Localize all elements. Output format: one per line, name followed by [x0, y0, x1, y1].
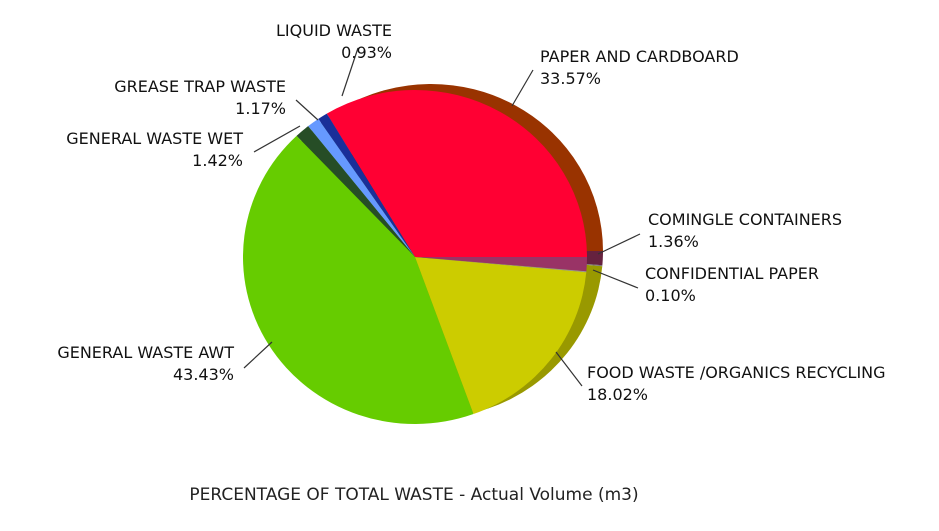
slice-label: FOOD WASTE /ORGANICS RECYCLING [587, 363, 886, 382]
pie-slice [242, 135, 474, 425]
leader-line [341, 47, 359, 97]
pie-slices [242, 90, 587, 425]
leader-line [253, 125, 301, 153]
slice-label: PAPER AND CARDBOARD [540, 47, 739, 66]
leader-line [555, 351, 583, 387]
pie-slice [415, 257, 587, 415]
slice-value-label: 1.42% [192, 151, 243, 170]
slice-value-label: 0.93% [341, 43, 392, 62]
slice-value-label: 18.02% [587, 385, 648, 404]
chart-title: PERCENTAGE OF TOTAL WASTE - Actual Volum… [189, 485, 638, 505]
pie-slice [308, 118, 415, 258]
pie-slice [326, 90, 587, 258]
slice-label: COMINGLE CONTAINERS [648, 210, 842, 229]
pie-slice [318, 113, 415, 257]
leader-line [597, 233, 641, 255]
slice-value-label: 1.36% [648, 232, 699, 251]
pie-slice [415, 257, 587, 272]
slice-labels: PAPER AND CARDBOARD 33.57% LIQUID WASTE 0.9… [57, 21, 885, 404]
slice-value-label: 0.10% [645, 286, 696, 305]
pie-slice [296, 126, 415, 257]
slice-label: CONFIDENTIAL PAPER [645, 264, 819, 283]
slice-value-label: 1.17% [235, 99, 286, 118]
slice-label: GENERAL WASTE WET [66, 129, 243, 148]
slice-label: LIQUID WASTE [276, 21, 392, 40]
slice-label: GREASE TRAP WASTE [114, 77, 286, 96]
slice-value-label: 33.57% [540, 69, 601, 88]
slice-value-label: 43.43% [173, 365, 234, 384]
leader-lines [243, 47, 641, 387]
leader-line [295, 99, 319, 121]
slice-label: GENERAL WASTE AWT [57, 343, 234, 362]
pie-slice [415, 257, 587, 273]
leader-line [511, 69, 534, 107]
leader-line [592, 269, 639, 289]
leader-line [243, 341, 273, 369]
